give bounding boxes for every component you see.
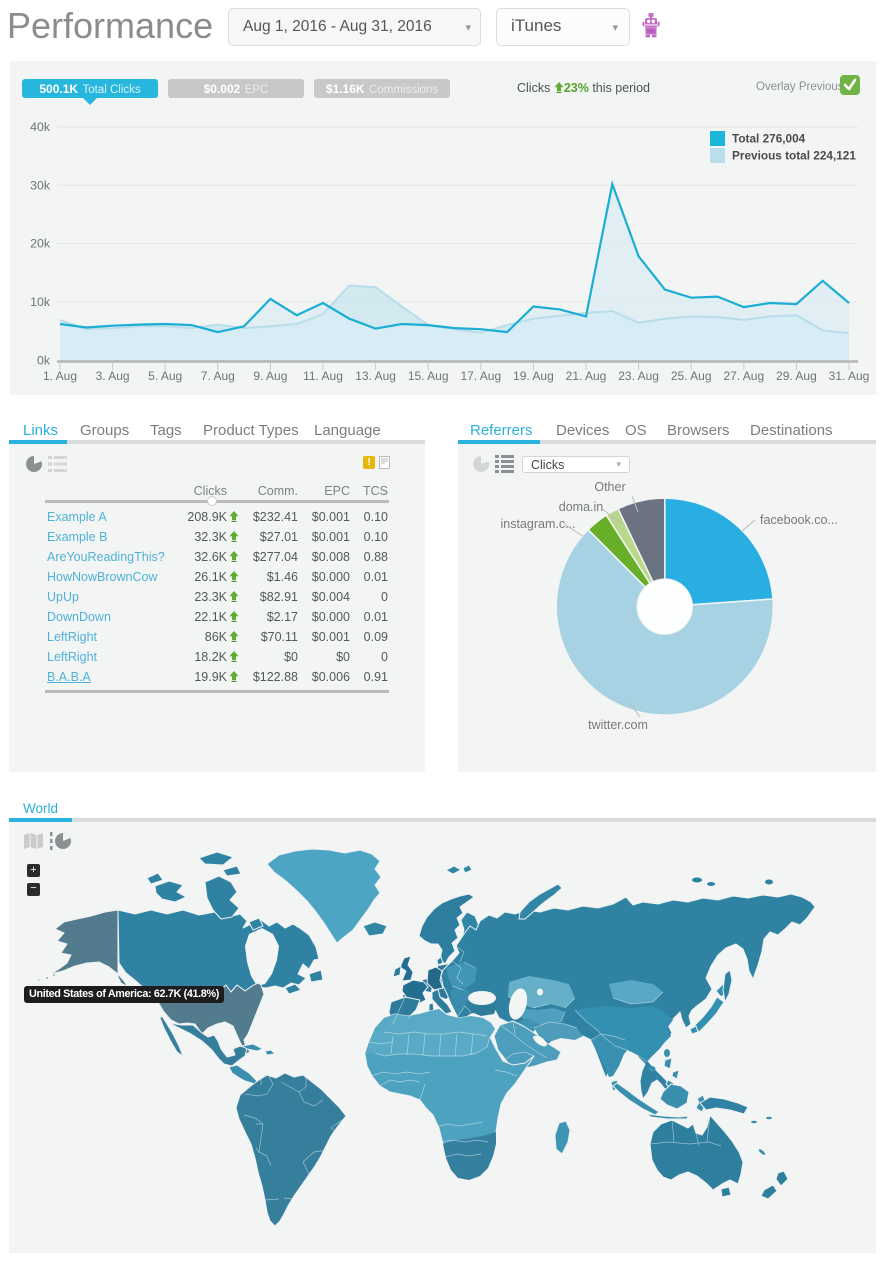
svg-text:29. Aug: 29. Aug xyxy=(776,369,817,383)
svg-text:13. Aug: 13. Aug xyxy=(355,369,396,383)
svg-text:30k: 30k xyxy=(30,179,51,193)
svg-text:23. Aug: 23. Aug xyxy=(618,369,659,383)
svg-text:15. Aug: 15. Aug xyxy=(408,369,449,383)
svg-text:twitter.com: twitter.com xyxy=(588,718,648,732)
svg-text:20k: 20k xyxy=(30,237,51,251)
svg-text:1. Aug: 1. Aug xyxy=(43,369,77,383)
svg-text:27. Aug: 27. Aug xyxy=(723,369,764,383)
svg-text:19. Aug: 19. Aug xyxy=(513,369,554,383)
svg-text:17. Aug: 17. Aug xyxy=(460,369,501,383)
svg-text:5. Aug: 5. Aug xyxy=(148,369,182,383)
svg-text:0k: 0k xyxy=(37,354,51,368)
svg-text:Other: Other xyxy=(594,480,625,494)
svg-text:doma.in: doma.in xyxy=(559,500,604,514)
svg-text:25. Aug: 25. Aug xyxy=(671,369,712,383)
svg-text:Previous total 224,121: Previous total 224,121 xyxy=(732,149,856,163)
svg-text:40k: 40k xyxy=(30,120,51,134)
svg-text:Total 276,004: Total 276,004 xyxy=(732,132,806,146)
svg-text:3. Aug: 3. Aug xyxy=(96,369,130,383)
svg-text:21. Aug: 21. Aug xyxy=(566,369,607,383)
svg-text:11. Aug: 11. Aug xyxy=(303,369,343,383)
svg-text:10k: 10k xyxy=(30,295,51,309)
svg-text:31. Aug: 31. Aug xyxy=(829,369,870,383)
svg-text:instagram.c...: instagram.c... xyxy=(500,517,575,531)
svg-text:facebook.co...: facebook.co... xyxy=(760,513,838,527)
svg-text:7. Aug: 7. Aug xyxy=(201,369,235,383)
svg-text:9. Aug: 9. Aug xyxy=(253,369,287,383)
